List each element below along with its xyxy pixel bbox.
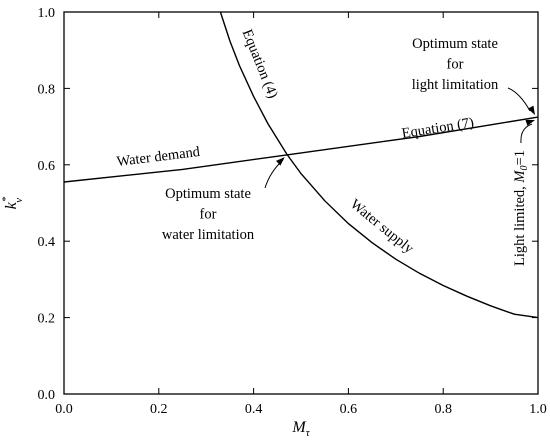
light-limited-arrow: [520, 123, 533, 144]
optimum-light-line: Optimum state: [412, 36, 498, 52]
annotations: Equation (4) Equation (7) Water demand Wate…: [116, 27, 475, 257]
y-tick-label: 0.4: [38, 235, 56, 250]
optimum-light-arrowhead: [527, 105, 535, 116]
optimum-water-line: for: [200, 207, 217, 223]
tick-labels: 0.0 0.2 0.4 0.6 0.8 1.0 0.0 0.2 0.4 0.6 0.8 1.0: [38, 6, 547, 417]
y-tick-label: 0.8: [38, 82, 56, 97]
optimum-light-line: light limitation: [412, 77, 499, 93]
y-tick-label: 0.6: [38, 159, 56, 174]
optimum-water-label: Optimum state for water limitation: [162, 186, 255, 243]
optimum-light-arrow: [507, 87, 531, 112]
ticks: [63, 11, 539, 395]
optimum-water-line: Optimum state: [165, 186, 251, 202]
x-tick-label: 0.8: [434, 402, 452, 417]
series-line-water-supply: [219, 11, 539, 319]
x-tick-label: 0.6: [340, 402, 358, 417]
plot-frame: [63, 11, 539, 395]
y-axis-label: k*v: [0, 196, 25, 209]
optimum-water-line: water limitation: [162, 227, 255, 243]
series-line-water-demand: [63, 116, 539, 183]
light-limited-arrowhead: [525, 119, 535, 126]
curve-annotation: Equation (7): [401, 115, 476, 142]
optimum-water-arrowhead: [276, 157, 285, 166]
y-tick-label: 1.0: [38, 6, 56, 21]
curve-annotation: Water supply: [347, 196, 417, 257]
y-tick-label: 0.0: [38, 388, 56, 403]
x-tick-label: 1.0: [529, 402, 547, 417]
y-tick-label: 0.2: [38, 312, 56, 327]
x-axis-label: Mτ: [291, 419, 310, 439]
light-limited-label: Light limited, M0=1: [512, 150, 530, 266]
axes-box: [63, 11, 539, 395]
optimum-light-line: for: [447, 57, 464, 73]
curve-annotation: Water demand: [116, 144, 202, 170]
x-tick-label: 0.2: [150, 402, 168, 417]
x-tick-label: 0.4: [245, 402, 263, 417]
optimum-light-label: Optimum state for light limitation: [412, 36, 499, 93]
series: [63, 11, 539, 319]
x-tick-label: 0.0: [55, 402, 73, 417]
curve-annotation: Equation (4): [239, 27, 281, 101]
